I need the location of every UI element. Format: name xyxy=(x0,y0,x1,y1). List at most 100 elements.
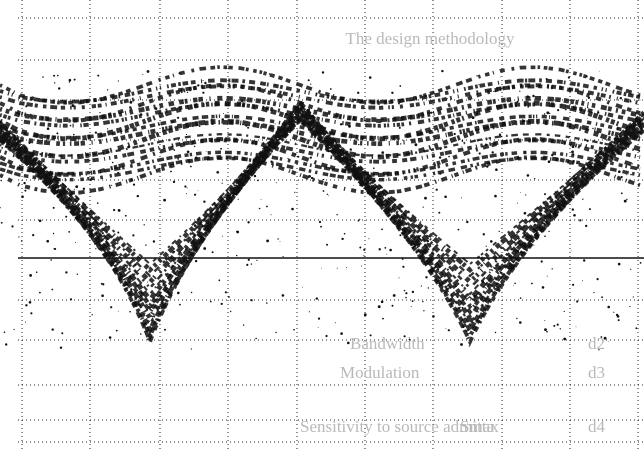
speck xyxy=(173,250,176,253)
speck xyxy=(575,326,577,328)
speck xyxy=(197,84,200,87)
speck xyxy=(302,286,303,288)
speck xyxy=(135,271,137,273)
speck xyxy=(576,300,579,303)
speck xyxy=(588,208,591,211)
trace xyxy=(0,155,641,195)
speck xyxy=(198,100,200,102)
speck xyxy=(452,259,454,261)
speck xyxy=(359,218,361,220)
speck xyxy=(408,338,411,341)
speck xyxy=(438,156,442,159)
speck xyxy=(426,239,429,243)
speck xyxy=(598,349,600,351)
speck xyxy=(124,214,127,217)
speck xyxy=(474,307,477,310)
speck xyxy=(368,178,371,180)
speck xyxy=(334,322,336,324)
speck xyxy=(10,127,13,130)
speck xyxy=(327,150,330,153)
speck xyxy=(51,191,53,193)
speck xyxy=(592,127,594,130)
speck xyxy=(220,302,223,305)
speck xyxy=(296,114,299,118)
speck xyxy=(361,265,362,267)
speck xyxy=(315,297,318,300)
speck xyxy=(268,73,271,75)
speck xyxy=(545,78,548,80)
speck xyxy=(569,109,571,111)
speck xyxy=(169,273,172,277)
speck xyxy=(35,271,38,274)
speck xyxy=(98,225,100,227)
speck xyxy=(256,259,258,261)
speck xyxy=(46,127,50,130)
speck xyxy=(489,269,491,271)
speck xyxy=(571,208,574,211)
speck xyxy=(547,205,548,207)
speck xyxy=(444,195,447,199)
speck xyxy=(163,198,167,202)
speck xyxy=(94,242,96,245)
speck xyxy=(107,128,109,130)
speck xyxy=(69,124,72,127)
speck xyxy=(421,117,423,119)
speck xyxy=(190,291,193,294)
speck xyxy=(460,197,462,199)
speck xyxy=(54,248,57,250)
speck xyxy=(446,97,448,100)
speck xyxy=(224,291,227,294)
speck xyxy=(544,193,546,196)
speck xyxy=(534,178,536,180)
speck xyxy=(332,139,335,143)
speck xyxy=(336,267,338,269)
speck xyxy=(146,70,150,73)
speck xyxy=(466,220,469,224)
speck xyxy=(117,231,120,234)
speck xyxy=(117,171,119,174)
speck xyxy=(493,91,495,92)
speck xyxy=(526,174,530,177)
speck xyxy=(202,91,205,94)
graticule xyxy=(18,0,644,450)
speck xyxy=(38,219,42,223)
speck xyxy=(457,296,459,299)
speck xyxy=(275,182,277,184)
speck xyxy=(203,200,206,203)
speck xyxy=(502,86,505,89)
speck xyxy=(65,215,68,218)
speck xyxy=(173,149,176,151)
speck xyxy=(25,105,28,108)
speck xyxy=(516,100,519,103)
speck xyxy=(389,248,392,252)
speck xyxy=(266,205,268,208)
speck xyxy=(526,95,529,98)
speck xyxy=(353,185,354,186)
speck xyxy=(632,296,634,298)
speck xyxy=(544,319,546,321)
speck xyxy=(546,275,548,277)
speck xyxy=(498,230,500,233)
speck xyxy=(616,127,619,130)
row-index: d4 xyxy=(588,417,606,436)
speck xyxy=(443,295,446,297)
speck xyxy=(185,133,188,136)
speck xyxy=(270,160,273,163)
speck xyxy=(95,248,97,250)
speck xyxy=(186,187,188,189)
trace xyxy=(0,100,641,142)
speck xyxy=(275,331,277,334)
speck xyxy=(245,124,248,127)
speck xyxy=(377,305,381,309)
speck xyxy=(145,244,147,246)
speck xyxy=(210,118,213,121)
speck xyxy=(410,306,412,308)
speck xyxy=(411,300,414,303)
speck xyxy=(252,124,254,127)
speck xyxy=(28,301,32,304)
speck xyxy=(147,281,148,283)
speck xyxy=(471,116,475,119)
speck xyxy=(152,240,156,243)
speck xyxy=(516,156,520,160)
